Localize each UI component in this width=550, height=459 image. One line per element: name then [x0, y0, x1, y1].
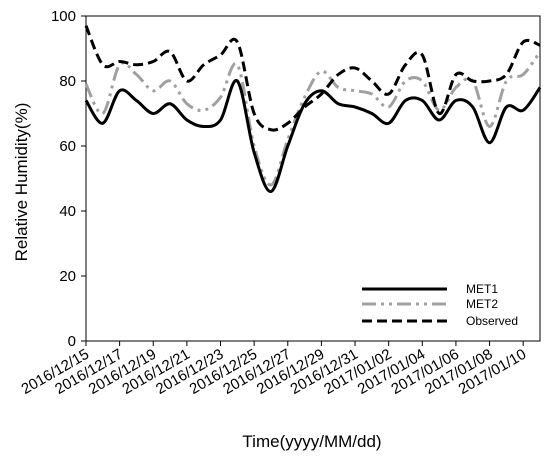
series-line-met2: [84, 50, 542, 187]
y-axis-title: Relative Humidity(%): [12, 103, 31, 262]
y-tick-label: 20: [59, 268, 76, 285]
y-tick-label: 60: [59, 138, 76, 155]
y-tick-label: 100: [51, 8, 76, 25]
legend-label-met2: MET2: [466, 297, 498, 311]
legend-label-met1: MET1: [466, 282, 498, 296]
y-tick-label: 80: [59, 73, 76, 90]
series-line-observed: [84, 25, 541, 132]
x-axis-title: Time(yyyy/MM/dd): [242, 432, 381, 451]
plot-frame: [85, 15, 541, 342]
series-layer: [84, 25, 542, 193]
legend-label-observed: Observed: [466, 314, 518, 328]
y-tick-label: 0: [68, 333, 76, 350]
y-axis-ticks: 0 20 40 60 80 100: [51, 8, 86, 350]
y-tick-label: 40: [59, 203, 76, 220]
x-axis-ticks: 2016/12/152016/12/172016/12/192016/12/21…: [18, 341, 529, 398]
plot-area: [85, 15, 541, 342]
series-line-met1: [84, 79, 542, 193]
y-axis-title-group: Relative Humidity(%): [12, 103, 31, 262]
